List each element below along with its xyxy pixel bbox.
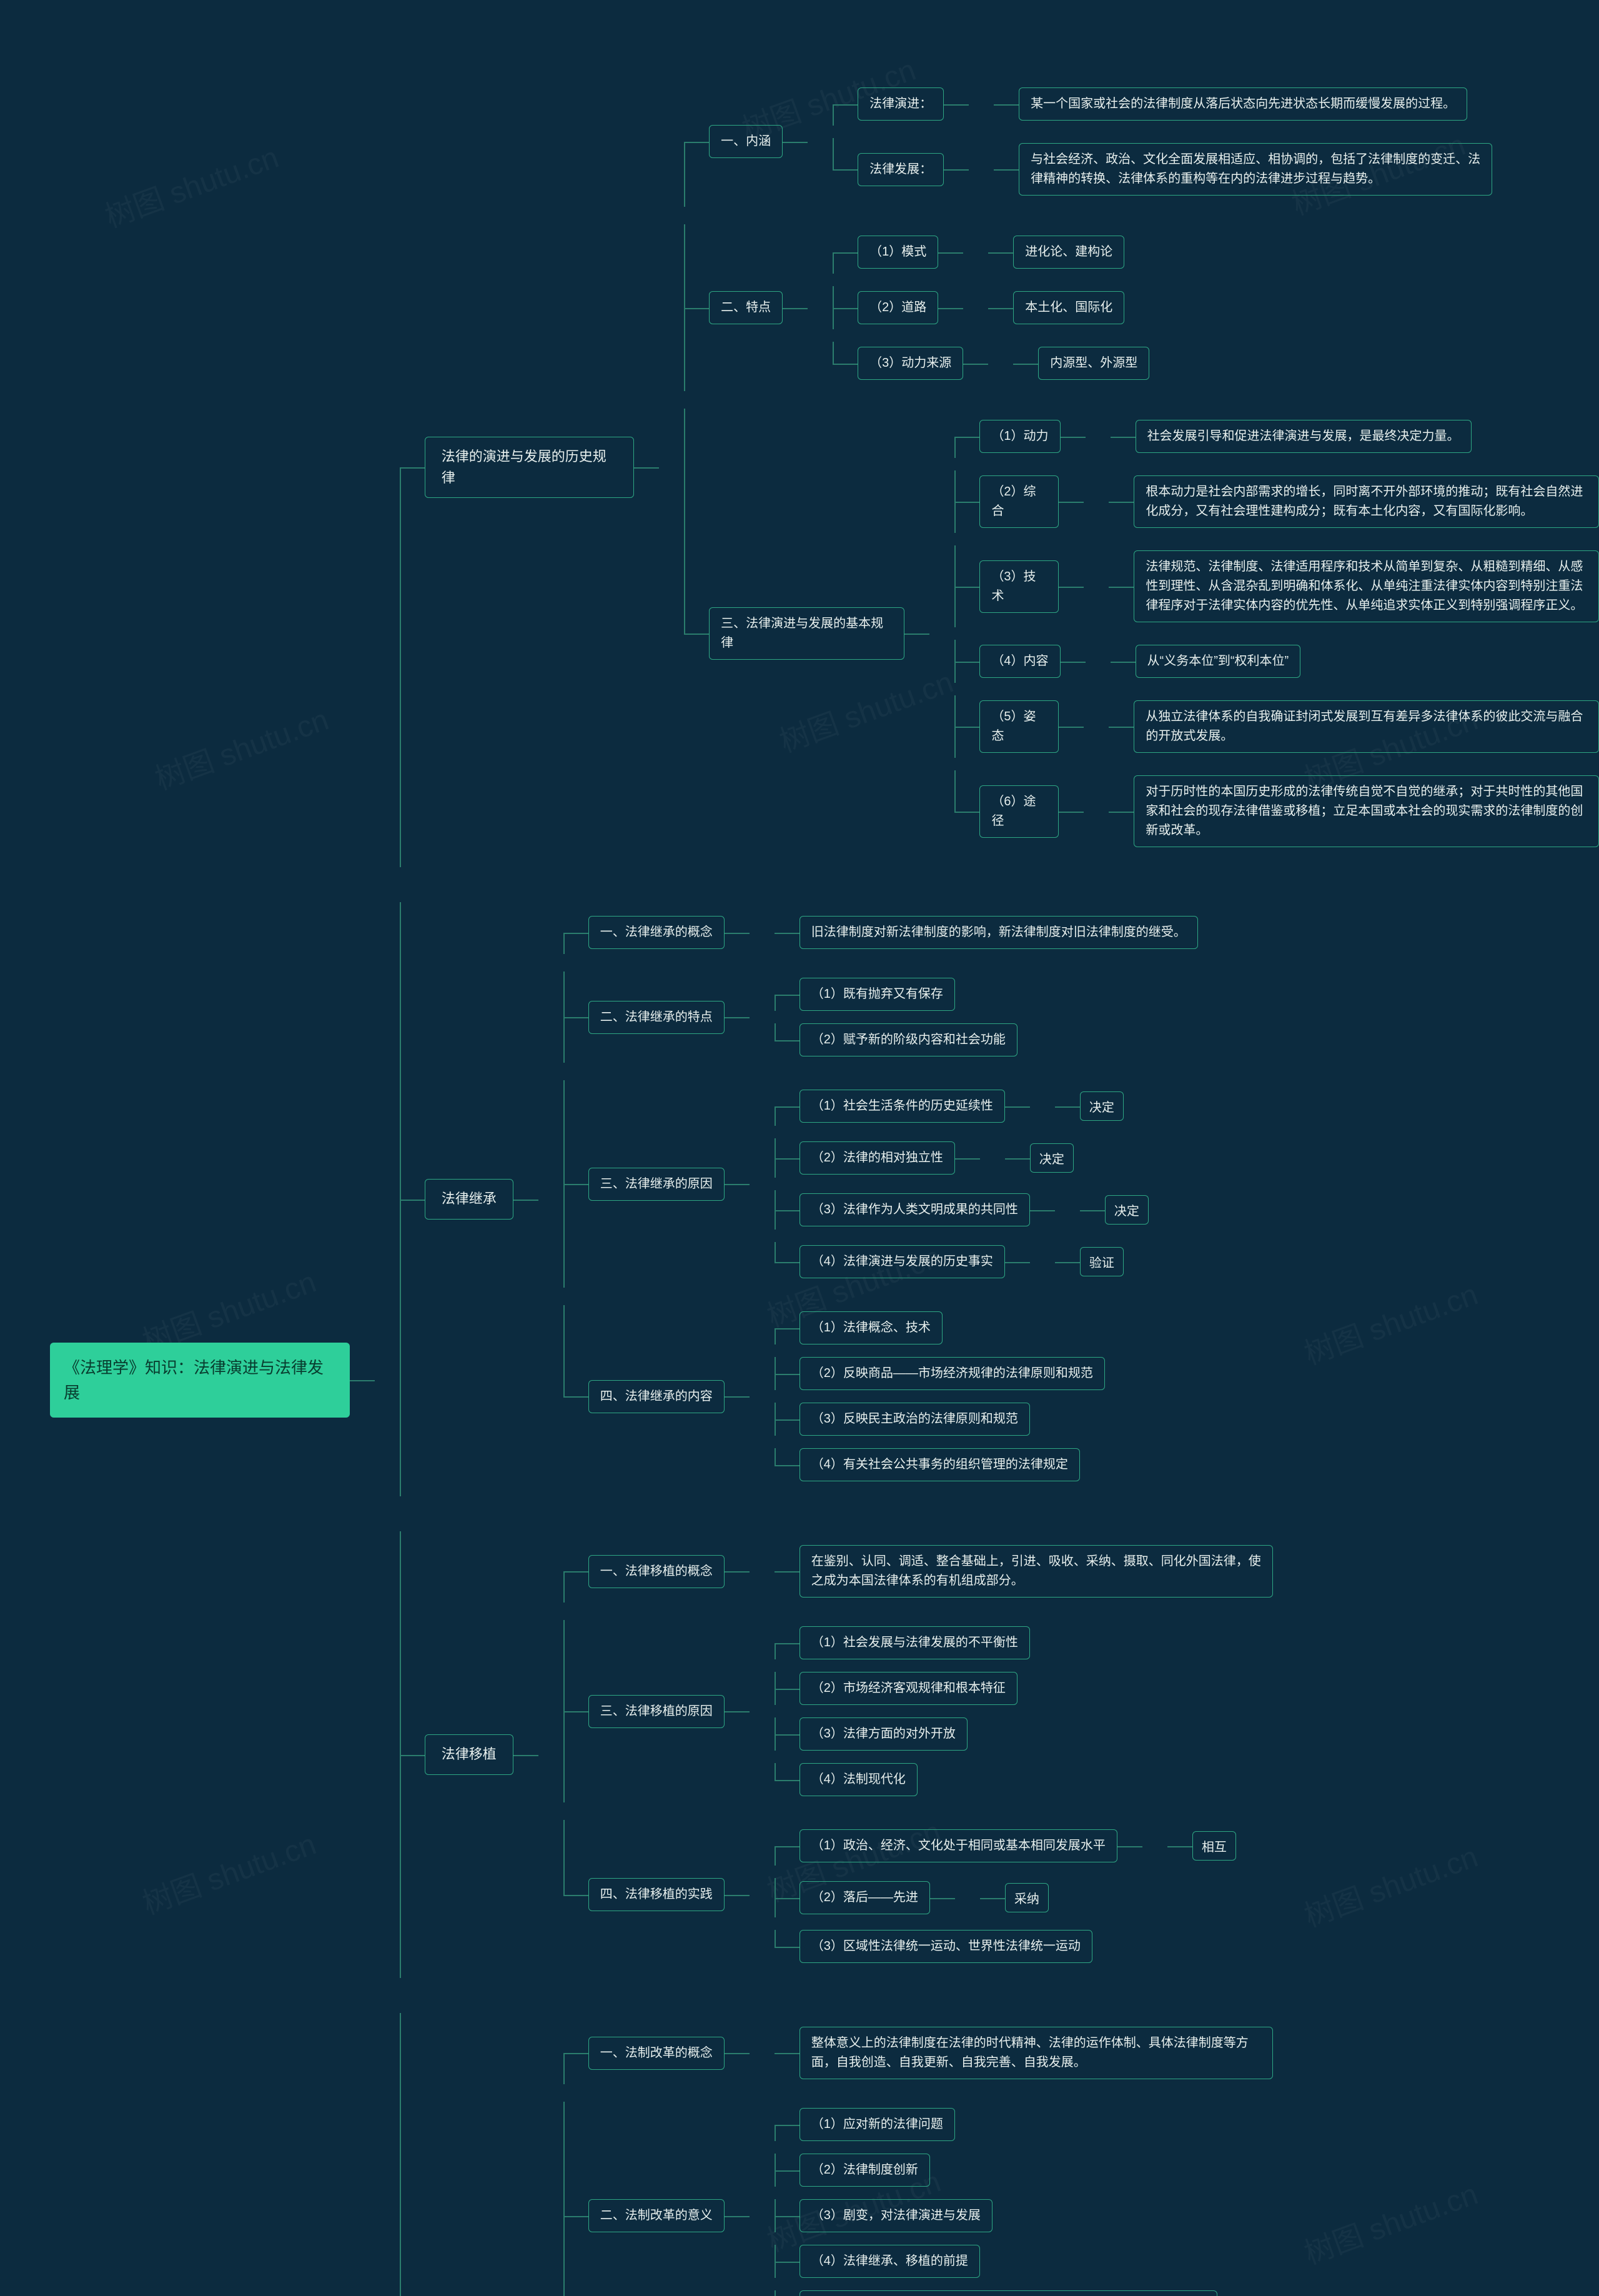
section-node[interactable]: 法律的演进与发展的历史规律 xyxy=(425,437,634,498)
leaf-node[interactable]: 内源型、外源型 xyxy=(1038,347,1149,380)
tag-node[interactable]: 决定 xyxy=(1080,1091,1124,1121)
leaf-node[interactable]: 法律规范、法律制度、法律适用程序和技术从简单到复杂、从粗糙到精细、从感性到理性、… xyxy=(1134,550,1599,622)
leaf-node[interactable]: 旧法律制度对新法律制度的影响，新法律制度对旧法律制度的继受。 xyxy=(800,916,1198,949)
label-node[interactable]: （1）动力 xyxy=(979,420,1060,453)
section-node[interactable]: 法律继承 xyxy=(425,1179,513,1219)
leaf-node[interactable]: 根本动力是社会内部需求的增长，同时离不开外部环境的推动；既有社会自然进化成分，又… xyxy=(1134,475,1599,528)
mindmap-tree: 《法理学》知识：法律演进与法律发展 法律的演进与发展的历史规律 一、内涵 xyxy=(50,50,1599,2296)
tag-node[interactable]: 验证 xyxy=(1080,1247,1124,1276)
leaf-node[interactable]: （4）有关社会公共事务的组织管理的法律规定 xyxy=(800,1448,1080,1481)
leaf-node[interactable]: 从独立法律体系的自我确证封闭式发展到互有差异多法律体系的彼此交流与融合的开放式发… xyxy=(1134,700,1599,753)
label-node[interactable]: 法律发展： xyxy=(858,153,944,186)
leaf-node[interactable]: 与社会经济、政治、文化全面发展相适应、相协调的，包括了法律制度的变迁、法律精神的… xyxy=(1019,143,1492,196)
mindmap-canvas: 树图 shutu.cn 树图 shutu.cn 树图 shutu.cn 树图 s… xyxy=(0,0,1599,2296)
leaf-node[interactable]: 某一个国家或社会的法律制度从落后状态向先进状态长期而缓慢发展的过程。 xyxy=(1019,87,1467,121)
root-node[interactable]: 《法理学》知识：法律演进与法律发展 xyxy=(50,1343,350,1418)
topic-node[interactable]: 一、法制改革的概念 xyxy=(588,2037,725,2070)
label-node[interactable]: （4）内容 xyxy=(979,645,1060,678)
leaf-node[interactable]: （1）应对新的法律问题 xyxy=(800,2108,955,2141)
leaf-node[interactable]: （3）法律方面的对外开放 xyxy=(800,1717,968,1751)
topic-node[interactable]: 四、法律移植的实践 xyxy=(588,1878,725,1911)
label-node[interactable]: （3）动力来源 xyxy=(858,347,963,380)
label-node[interactable]: （2）道路 xyxy=(858,291,938,324)
leaf-node[interactable]: 社会发展引导和促进法律演进与发展，是最终决定力量。 xyxy=(1136,420,1472,453)
label-node[interactable]: （2）落后——先进 xyxy=(800,1881,930,1914)
leaf-node[interactable]: 对于历时性的本国历史形成的法律传统自觉不自觉的继承；对于共时性的其他国家和社会的… xyxy=(1134,775,1599,847)
tag-node[interactable]: 相互 xyxy=(1192,1831,1236,1861)
leaf-node[interactable]: （3）反映民主政治的法律原则和规范 xyxy=(800,1403,1030,1436)
leaf-node[interactable]: （4）法制现代化 xyxy=(800,1763,918,1796)
tag-node[interactable]: 决定 xyxy=(1105,1195,1149,1225)
topic-node[interactable]: 一、法律移植的概念 xyxy=(588,1555,725,1588)
leaf-node[interactable]: 进化论、建构论 xyxy=(1013,236,1124,269)
tag-node[interactable]: 决定 xyxy=(1030,1143,1074,1173)
leaf-node[interactable]: （2）反映商品——市场经济规律的法律原则和规范 xyxy=(800,1357,1105,1390)
topic-node[interactable]: 一、法律继承的概念 xyxy=(588,916,725,949)
topic-node[interactable]: 二、法律继承的特点 xyxy=(588,1001,725,1034)
leaf-node[interactable]: （2）法律制度创新 xyxy=(800,2154,930,2187)
leaf-node[interactable]: 在鉴别、认同、调适、整合基础上，引进、吸收、采纳、摄取、同化外国法律，使之成为本… xyxy=(800,1545,1273,1598)
leaf-node[interactable]: （3）剧变，对法律演进与发展 xyxy=(800,2199,993,2232)
topic-node[interactable]: 一、内涵 xyxy=(709,125,783,158)
label-node[interactable]: （4）法律演进与发展的历史事实 xyxy=(800,1245,1005,1278)
leaf-node[interactable]: （1）既有抛弃又有保存 xyxy=(800,978,955,1011)
label-node[interactable]: 法律演进： xyxy=(858,87,944,121)
label-node[interactable]: （2）综合 xyxy=(979,475,1059,528)
leaf-node[interactable]: （1）社会发展与法律发展的不平衡性 xyxy=(800,1626,1030,1659)
label-node[interactable]: （5）姿态 xyxy=(979,700,1059,753)
topic-node[interactable]: 二、法制改革的意义 xyxy=(588,2199,725,2232)
label-node[interactable]: （3）法律作为人类文明成果的共同性 xyxy=(800,1193,1030,1226)
topic-node[interactable]: 三、法律移植的原因 xyxy=(588,1695,725,1728)
leaf-node[interactable]: （1）法律概念、技术 xyxy=(800,1311,943,1344)
topic-node[interactable]: 二、特点 xyxy=(709,291,783,324)
leaf-node[interactable]: （3）区域性法律统一运动、世界性法律统一运动 xyxy=(800,1930,1092,1963)
leaf-node[interactable]: （2）赋予新的阶级内容和社会功能 xyxy=(800,1023,1017,1056)
label-node[interactable]: （1）社会生活条件的历史延续性 xyxy=(800,1090,1005,1123)
label-node[interactable]: （2）法律的相对独立性 xyxy=(800,1141,955,1175)
leaf-node[interactable]: 本土化、国际化 xyxy=(1013,291,1124,324)
label-node[interactable]: （1）政治、经济、文化处于相同或基本相同发展水平 xyxy=(800,1829,1117,1862)
label-node[interactable]: （3）技术 xyxy=(979,560,1059,613)
topic-node[interactable]: 四、法律继承的内容 xyxy=(588,1380,725,1413)
topic-node[interactable]: 三、法律继承的原因 xyxy=(588,1168,725,1201)
leaf-node[interactable]: 整体意义上的法律制度在法律的时代精神、法律的运作体制、具体法律制度等方面，自我创… xyxy=(800,2027,1273,2079)
label-node[interactable]: （6）途径 xyxy=(979,785,1059,838)
label-node[interactable]: （1）模式 xyxy=(858,236,938,269)
leaf-node[interactable]: 从“义务本位”到“权利本位” xyxy=(1136,645,1301,678)
leaf-node[interactable]: （4）法律继承、移植的前提 xyxy=(800,2245,980,2278)
section-node[interactable]: 法律移植 xyxy=(425,1734,513,1774)
topic-node[interactable]: 三、法律演进与发展的基本规律 xyxy=(709,607,904,660)
leaf-node[interactable]: （5）着眼点于法律制度、法律体系的更新与重构，属于法律的内在成长 xyxy=(800,2290,1217,2296)
tag-node[interactable]: 采纳 xyxy=(1005,1883,1049,1912)
leaf-node[interactable]: （2）市场经济客观规律和根本特征 xyxy=(800,1672,1017,1705)
